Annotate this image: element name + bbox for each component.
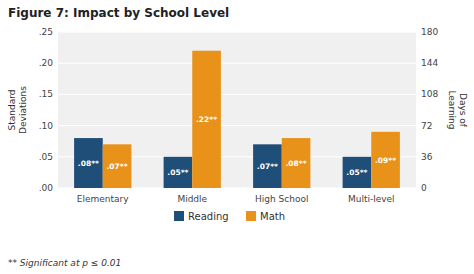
- y-tick-label: .25: [39, 27, 53, 37]
- y2-tick-label: 180: [421, 27, 438, 37]
- legend-swatch: [246, 211, 256, 221]
- data-label: .09**: [375, 156, 396, 165]
- grid-line: [58, 125, 416, 126]
- grid-line: [58, 63, 416, 64]
- bar: [103, 144, 132, 188]
- data-label: .08**: [285, 159, 306, 168]
- x-tick-label: Multi-level: [348, 194, 395, 204]
- bar: [371, 132, 400, 188]
- y2-tick-label: 36: [421, 152, 433, 162]
- y-tick-label: .20: [39, 58, 54, 68]
- chart: Figure 7: Impact by School Level .00 .05 .1…: [0, 0, 474, 274]
- bar: [282, 138, 311, 188]
- bar: [74, 138, 103, 188]
- bar: [343, 157, 372, 188]
- y2-tick-label: 144: [421, 58, 438, 68]
- legend-entry: Reading: [188, 211, 229, 222]
- y2-tick-label: 0: [421, 183, 427, 193]
- legend-swatch: [174, 211, 184, 221]
- data-label: .07**: [257, 162, 278, 171]
- y-tick-label: .15: [39, 89, 53, 99]
- data-label: .05**: [346, 168, 367, 177]
- bars: [74, 51, 400, 188]
- legend-entry: Math: [260, 211, 285, 222]
- y-tick-label: .00: [39, 183, 54, 193]
- data-label: .08**: [78, 159, 99, 168]
- bar: [164, 157, 193, 188]
- title: Figure 7: Impact by School Level: [8, 6, 229, 20]
- grid-line: [58, 94, 416, 95]
- y2-axis-label: Days ofLearning: [447, 90, 468, 129]
- y-tick-label: .05: [39, 152, 53, 162]
- y-tick-label: .10: [39, 121, 54, 131]
- data-label: .05**: [167, 168, 188, 177]
- footnote: ** Significant at p ≤ 0.01: [8, 258, 121, 268]
- y-axis-label: StandardDeviations: [7, 86, 28, 134]
- data-label: .07**: [106, 162, 127, 171]
- x-tick-label: Elementary: [77, 194, 129, 204]
- y2-tick-label: 108: [421, 89, 438, 99]
- x-tick-label: High School: [255, 194, 308, 204]
- grid-line: [58, 32, 416, 33]
- bar: [192, 51, 221, 188]
- legend: Reading Math: [174, 211, 285, 222]
- data-labels: .08** .07** .05** .22** .07** .08** .05** .09**: [78, 115, 396, 177]
- y2-tick-label: 72: [421, 121, 432, 131]
- x-tick-label: Middle: [177, 194, 207, 204]
- bar: [253, 144, 282, 188]
- data-label: .22**: [196, 115, 217, 124]
- plot-background: [58, 32, 416, 188]
